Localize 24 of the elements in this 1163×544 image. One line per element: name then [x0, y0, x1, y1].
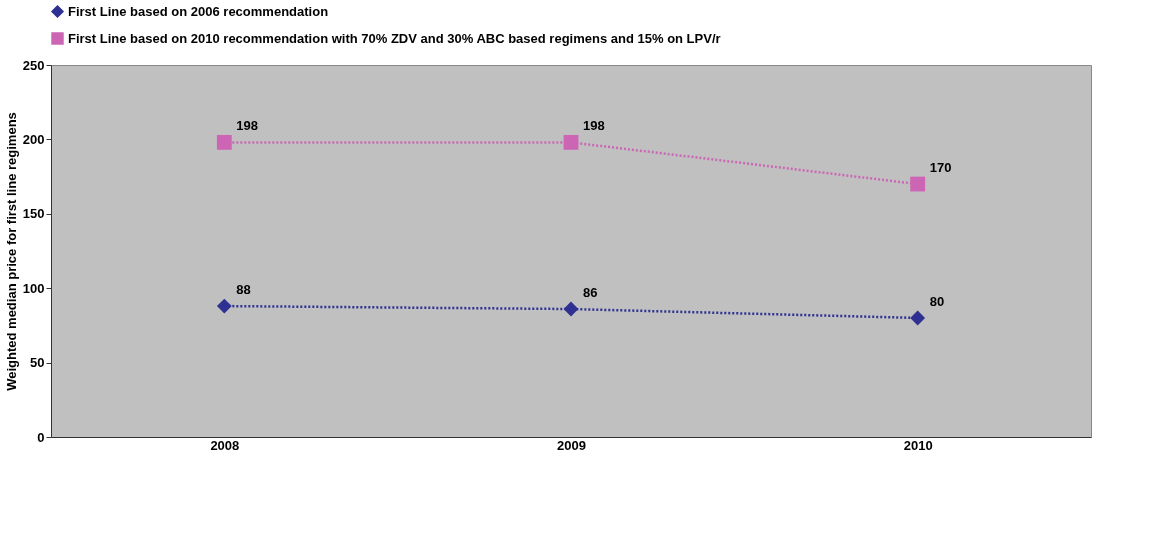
- y-tick-label: 250: [22, 57, 45, 73]
- point: [563, 134, 579, 150]
- data-label: 80: [929, 293, 945, 309]
- point: [216, 298, 232, 314]
- data-label: 198: [583, 118, 605, 134]
- legend-label: First Line based on 2006 recommendation: [68, 3, 329, 19]
- x-tick-label: 2008: [210, 437, 240, 453]
- x-tick-label: 2010: [903, 437, 933, 453]
- data-label: 86: [583, 285, 598, 301]
- point: [563, 301, 579, 317]
- y-tick-label: 0: [37, 429, 45, 445]
- data-label: 198: [236, 118, 259, 134]
- data-label: 170: [929, 160, 952, 176]
- y-tick-label: 200: [22, 131, 45, 147]
- y-tick-label: 100: [22, 280, 45, 296]
- point: [910, 176, 926, 192]
- y-tick-label: 150: [22, 206, 45, 222]
- x-tick-label: 2009: [557, 437, 586, 453]
- y-axis-title: Weighted median price for first line regimens: [3, 112, 19, 391]
- legend-label: First Line based on 2010 recommendation with 70% ZDV and 30% ABC based regimens and 15% on LPV/r: [68, 30, 721, 46]
- point: [910, 310, 926, 326]
- y-tick-label: 50: [30, 355, 45, 371]
- data-label: 88: [236, 282, 251, 298]
- point: [216, 134, 232, 150]
